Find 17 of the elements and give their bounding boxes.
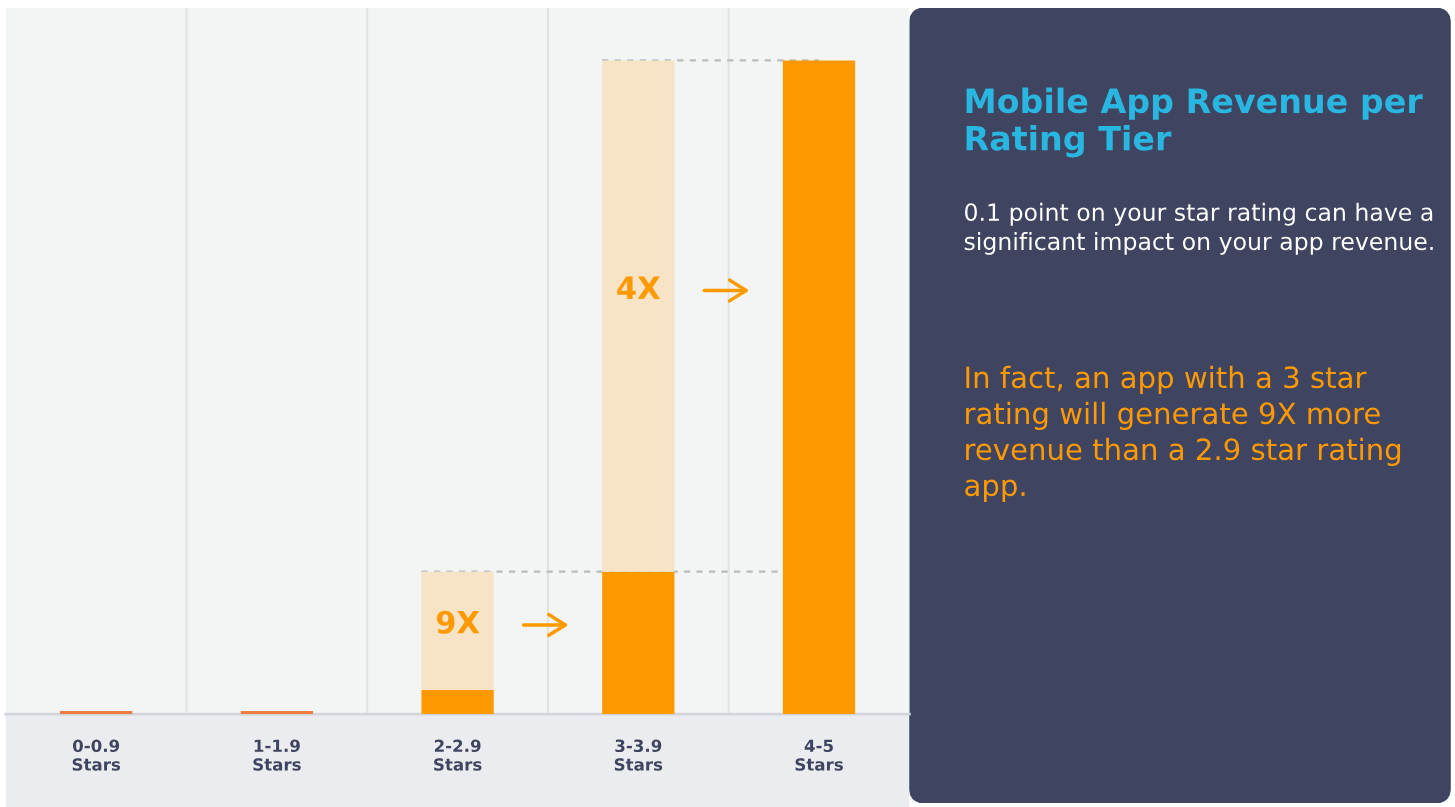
annotation: 9X: [436, 610, 480, 634]
x-tick-label: 3-3.9 Stars: [614, 739, 663, 771]
x-tick-label: 2-2.9 Stars: [434, 739, 482, 771]
bar: [240, 710, 314, 715]
bar: [602, 60, 675, 572]
bar: [782, 60, 856, 715]
x-tick-label: 1-1.9 Stars: [253, 739, 301, 771]
bar: [60, 710, 133, 715]
bar: [602, 571, 675, 715]
text: 0.1 point on your star rating can have a significant impact on your app revenue.: [964, 202, 1433, 255]
bar: [421, 571, 494, 690]
text: Mobile App Revenue per Rating Tier: [966, 87, 1423, 158]
x-tick-label: 0-0.9 Stars: [72, 739, 121, 771]
annotation: 4X: [617, 276, 661, 299]
bar: [421, 690, 494, 715]
text: In fact, an app with a 3 star rating will generate 9X more revenue than a 2.9 star rating app.: [965, 365, 1401, 502]
x-tick-label: 4-5 Stars: [795, 739, 843, 771]
